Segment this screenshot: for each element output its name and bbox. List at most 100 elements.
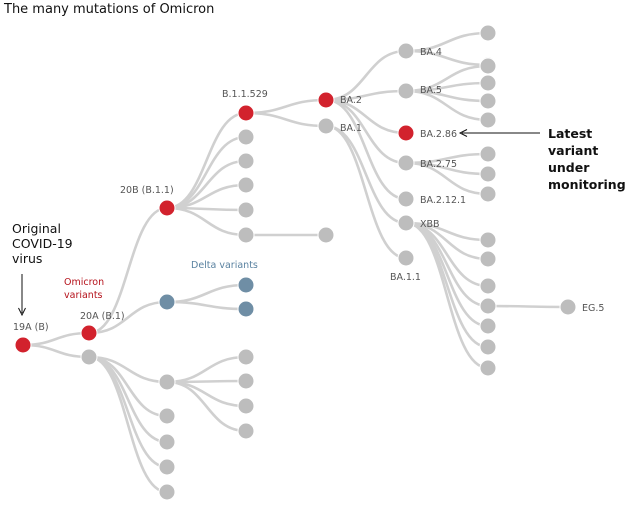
label-ba4: BA.4 (420, 47, 442, 58)
tree-nodes (14, 24, 577, 501)
node-b11c1 (237, 128, 255, 146)
node-g6 (237, 422, 255, 440)
node-ba2 (317, 91, 335, 109)
node-d1 (237, 276, 255, 294)
node-xbbc6 (479, 338, 497, 356)
edge-G1-G7 (88, 355, 168, 418)
node-20b (158, 199, 176, 217)
node-ba1 (317, 117, 335, 135)
latest-line-4: monitoring (548, 177, 626, 192)
edge-20A-20B (88, 206, 168, 335)
edge-BA4-BA4c1 (405, 31, 489, 53)
node-ba2121 (397, 190, 415, 208)
edge-DeltaP-D1 (166, 283, 247, 304)
edge-DeltaP-D2 (166, 300, 247, 311)
node-xbbc2 (479, 250, 497, 268)
latest-line-3: under (548, 160, 590, 175)
label-ba2121: BA.2.12.1 (420, 195, 466, 206)
node-g4 (237, 372, 255, 390)
node-d2 (237, 300, 255, 318)
edge-BA1-BA11 (325, 124, 407, 260)
original-line-3: virus (12, 251, 42, 266)
node-b11c3 (237, 176, 255, 194)
node-b11c6 (317, 226, 335, 244)
edge-20B-B11c5 (166, 206, 247, 237)
edge-G2-G5 (166, 380, 247, 408)
omicron-line-1: Omicron (64, 277, 104, 288)
down-arrow-icon (18, 307, 26, 317)
node-labels: 19A (B) 20A (B.1) 20B (B.1.1) B.1.1.529 BA.2… (13, 47, 604, 333)
node-ba11 (397, 249, 415, 267)
node-xbbc7 (479, 359, 497, 377)
label-ba286: BA.2.86 (420, 129, 457, 140)
node-deltap (158, 293, 176, 311)
edge-B11529-BA1 (245, 111, 327, 128)
node-ba5c4 (479, 111, 497, 129)
node-ba4 (397, 42, 415, 60)
node-ba275 (397, 154, 415, 172)
node-b11c4 (237, 201, 255, 219)
label-ba275: BA.2.75 (420, 159, 457, 170)
node-xbbc5 (479, 317, 497, 335)
edge-G2-G3 (166, 355, 247, 384)
edge-BA275-BA275c3 (405, 161, 489, 196)
edge-19A-20A (22, 331, 90, 347)
node-g5 (237, 397, 255, 415)
latest-annotation: Latest variant under monitoring (458, 126, 626, 192)
edge-BA2-BA2121 (325, 98, 407, 201)
node-ba5c3 (479, 92, 497, 110)
edge-BA5-BA5c4 (405, 89, 489, 122)
original-line-1: Original (12, 221, 61, 236)
edge-G1-G10 (88, 355, 168, 494)
edge-BA2-BA5 (325, 89, 407, 102)
edge-20A-DeltaP (88, 300, 168, 335)
node-ba5c2 (479, 74, 497, 92)
node-ba5c1 (479, 57, 497, 75)
node-xbbc3 (479, 277, 497, 295)
label-20b: 20B (B.1.1) (120, 185, 174, 196)
node-ba275c2 (479, 165, 497, 183)
node-20a (80, 324, 98, 342)
node-eg5 (559, 298, 577, 316)
node-xbbc1 (479, 231, 497, 249)
node-b11529 (237, 104, 255, 122)
edge-G2-G6 (166, 380, 247, 433)
label-ba11: BA.1.1 (390, 272, 421, 283)
label-eg5: EG.5 (582, 303, 604, 314)
node-g1 (80, 348, 98, 366)
edge-B11529-BA2 (245, 98, 327, 115)
node-g8 (158, 433, 176, 451)
label-19a: 19A (B) (13, 322, 49, 333)
node-xbb (397, 214, 415, 232)
node-g7 (158, 407, 176, 425)
edge-XBB-XBBc7 (405, 221, 489, 370)
edge-20B-B11529 (166, 111, 247, 210)
edge-BA2-BA4 (325, 49, 407, 102)
delta-annotation: Delta variants (191, 260, 258, 271)
label-ba2: BA.2 (340, 95, 362, 106)
label-b11529: B.1.1.529 (222, 89, 268, 100)
node-xbbc4 (479, 297, 497, 315)
edge-BA1-XBB (325, 124, 407, 225)
latest-line-1: Latest (548, 126, 592, 141)
label-20a: 20A (B.1) (80, 311, 125, 322)
label-ba5: BA.5 (420, 85, 442, 96)
node-b11c2 (237, 152, 255, 170)
node-g3 (237, 348, 255, 366)
node-ba275c3 (479, 185, 497, 203)
node-b11c5 (237, 226, 255, 244)
omicron-annotation: Omicron variants (64, 277, 104, 301)
edge-XBBc4-EG5 (487, 304, 569, 309)
edge-BA5-BA5c2 (405, 81, 489, 93)
left-arrow-icon (458, 129, 468, 137)
diagram-title: The many mutations of Omicron (4, 2, 215, 17)
latest-line-2: variant (548, 143, 598, 158)
tree-edges (22, 31, 569, 494)
node-ba5 (397, 82, 415, 100)
original-line-2: COVID-19 (12, 236, 73, 251)
omicron-line-2: variants (64, 290, 103, 301)
node-ba4c1 (479, 24, 497, 42)
original-virus-annotation: Original COVID-19 virus (12, 221, 73, 317)
node-g9 (158, 458, 176, 476)
